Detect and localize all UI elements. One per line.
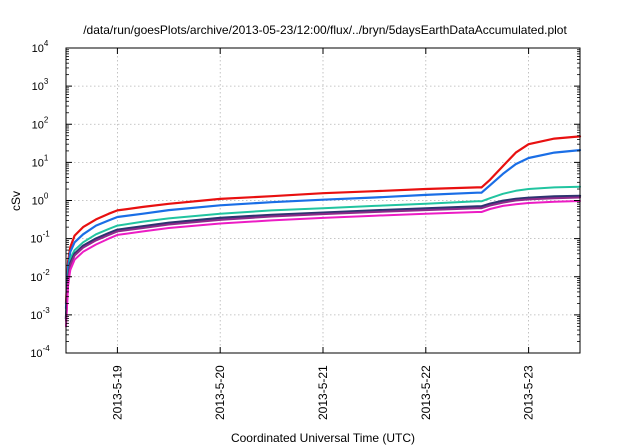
data-series [64,135,582,328]
chart-title: /data/run/goesPlots/archive/2013-05-23/1… [83,23,567,37]
x-tick-label: 2013-5-21 [316,365,330,420]
y-tick-label: 101 [32,153,49,169]
series-line-6 [65,200,581,328]
y-tick-label: 10-3 [30,306,50,322]
x-axis: 2013-5-19 2013-5-20 2013-5-21 2013-5-22 2013… [110,48,536,420]
y-tick-label: 10-4 [30,344,50,360]
y-tick-label: 103 [32,77,49,93]
x-tick-label: 2013-5-20 [213,365,227,420]
x-tick-label: 2013-5-22 [419,365,433,420]
y-tick-label: 102 [32,115,49,131]
y-tick-label: 10-1 [30,230,50,246]
y-tick-label: 104 [32,39,49,55]
x-tick-label: 2013-5-19 [110,365,124,420]
x-tick-label: 2013-5-23 [522,365,536,420]
series-line-2 [64,149,582,310]
x-axis-label: Coordinated Universal Time (UTC) [231,431,415,445]
series-line-5 [65,196,581,322]
series-line-4 [64,194,582,320]
y-axis: 10-4 10-3 10-2 10-1 100 101 102 103 104 [30,39,580,360]
y-axis-label: cSv [9,191,23,211]
series-line-1 [64,135,582,305]
y-tick-label: 100 [32,192,49,208]
y-tick-label: 10-2 [30,268,50,284]
series-line-3 [65,185,581,316]
